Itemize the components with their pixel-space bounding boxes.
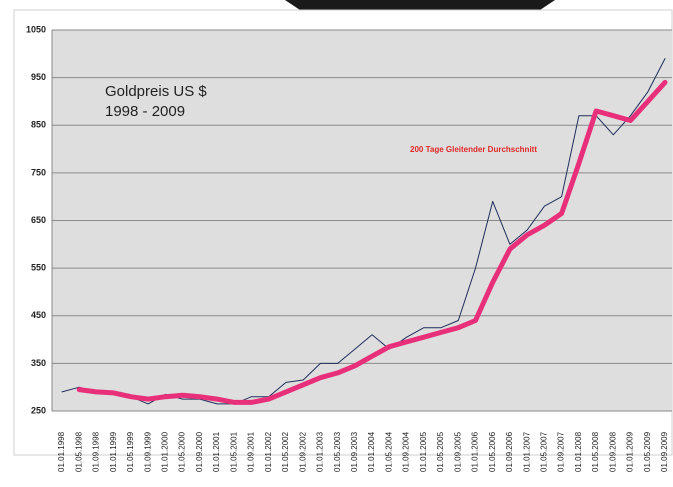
x-tick-label: 01.09.2003 bbox=[350, 431, 359, 472]
y-tick-label: 650 bbox=[31, 215, 46, 225]
x-tick-label: 01.05.2004 bbox=[384, 431, 393, 472]
y-tick-label: 950 bbox=[31, 72, 46, 82]
x-tick-label: 01.01.2008 bbox=[574, 431, 583, 472]
x-tick-label: 01.05.2006 bbox=[488, 431, 497, 472]
x-tick-label: 01.01.2007 bbox=[522, 431, 531, 472]
x-tick-label: 01.05.1998 bbox=[74, 431, 83, 472]
decoration bbox=[285, 0, 555, 10]
x-tick-label: 01.05.2003 bbox=[333, 431, 342, 472]
x-tick-label: 01.01.2006 bbox=[471, 431, 480, 472]
x-tick-label: 01.05.2000 bbox=[178, 431, 187, 472]
y-tick-label: 550 bbox=[31, 263, 46, 273]
x-tick-label: 01.09.2009 bbox=[660, 431, 669, 472]
x-tick-label: 01.09.2008 bbox=[608, 431, 617, 472]
y-tick-label: 250 bbox=[31, 405, 46, 415]
x-tick-label: 01.09.2007 bbox=[557, 431, 566, 472]
x-tick-label: 01.09.2002 bbox=[298, 431, 307, 472]
x-tick-label: 01.01.1999 bbox=[109, 431, 118, 472]
y-tick-label: 450 bbox=[31, 310, 46, 320]
x-tick-label: 01.09.2006 bbox=[505, 431, 514, 472]
y-tick-label: 850 bbox=[31, 120, 46, 130]
x-tick-label: 01.01.2004 bbox=[367, 431, 376, 472]
x-tick-label: 01.01.2003 bbox=[316, 431, 325, 472]
x-tick-label: 01.05.1999 bbox=[126, 431, 135, 472]
x-tick-label: 01.01.2001 bbox=[212, 431, 221, 472]
annotation: 200 Tage Gleitender Durchschnitt bbox=[410, 145, 537, 154]
x-tick-label: 01.05.2002 bbox=[281, 431, 290, 472]
y-tick-label: 750 bbox=[31, 167, 46, 177]
x-tick-label: 01.05.2009 bbox=[643, 431, 652, 472]
x-tick-label: 01.09.2001 bbox=[247, 431, 256, 472]
x-tick-label: 01.09.1999 bbox=[143, 431, 152, 472]
series-line bbox=[76, 79, 668, 405]
x-tick-label: 01.09.2004 bbox=[402, 431, 411, 472]
x-tick-label: 01.05.2008 bbox=[591, 431, 600, 472]
x-tick-label: 01.01.2005 bbox=[419, 431, 428, 472]
x-tick-label: 01.01.2002 bbox=[264, 431, 273, 472]
x-tick-label: 01.05.2001 bbox=[229, 431, 238, 472]
chart-subtitle: 1998 - 2009 bbox=[105, 103, 185, 120]
y-tick-label: 1050 bbox=[26, 24, 46, 34]
x-tick-label: 01.05.2007 bbox=[540, 431, 549, 472]
x-tick-label: 01.01.1998 bbox=[57, 431, 66, 472]
chart-title: Goldpreis US $ bbox=[105, 83, 207, 100]
x-tick-label: 01.09.2005 bbox=[453, 431, 462, 472]
x-tick-label: 01.01.2000 bbox=[160, 431, 169, 472]
x-tick-label: 01.09.2000 bbox=[195, 431, 204, 472]
x-tick-label: 01.09.1998 bbox=[92, 431, 101, 472]
x-tick-label: 01.05.2005 bbox=[436, 431, 445, 472]
x-tick-label: 01.01.2009 bbox=[626, 431, 635, 472]
y-tick-label: 350 bbox=[31, 358, 46, 368]
